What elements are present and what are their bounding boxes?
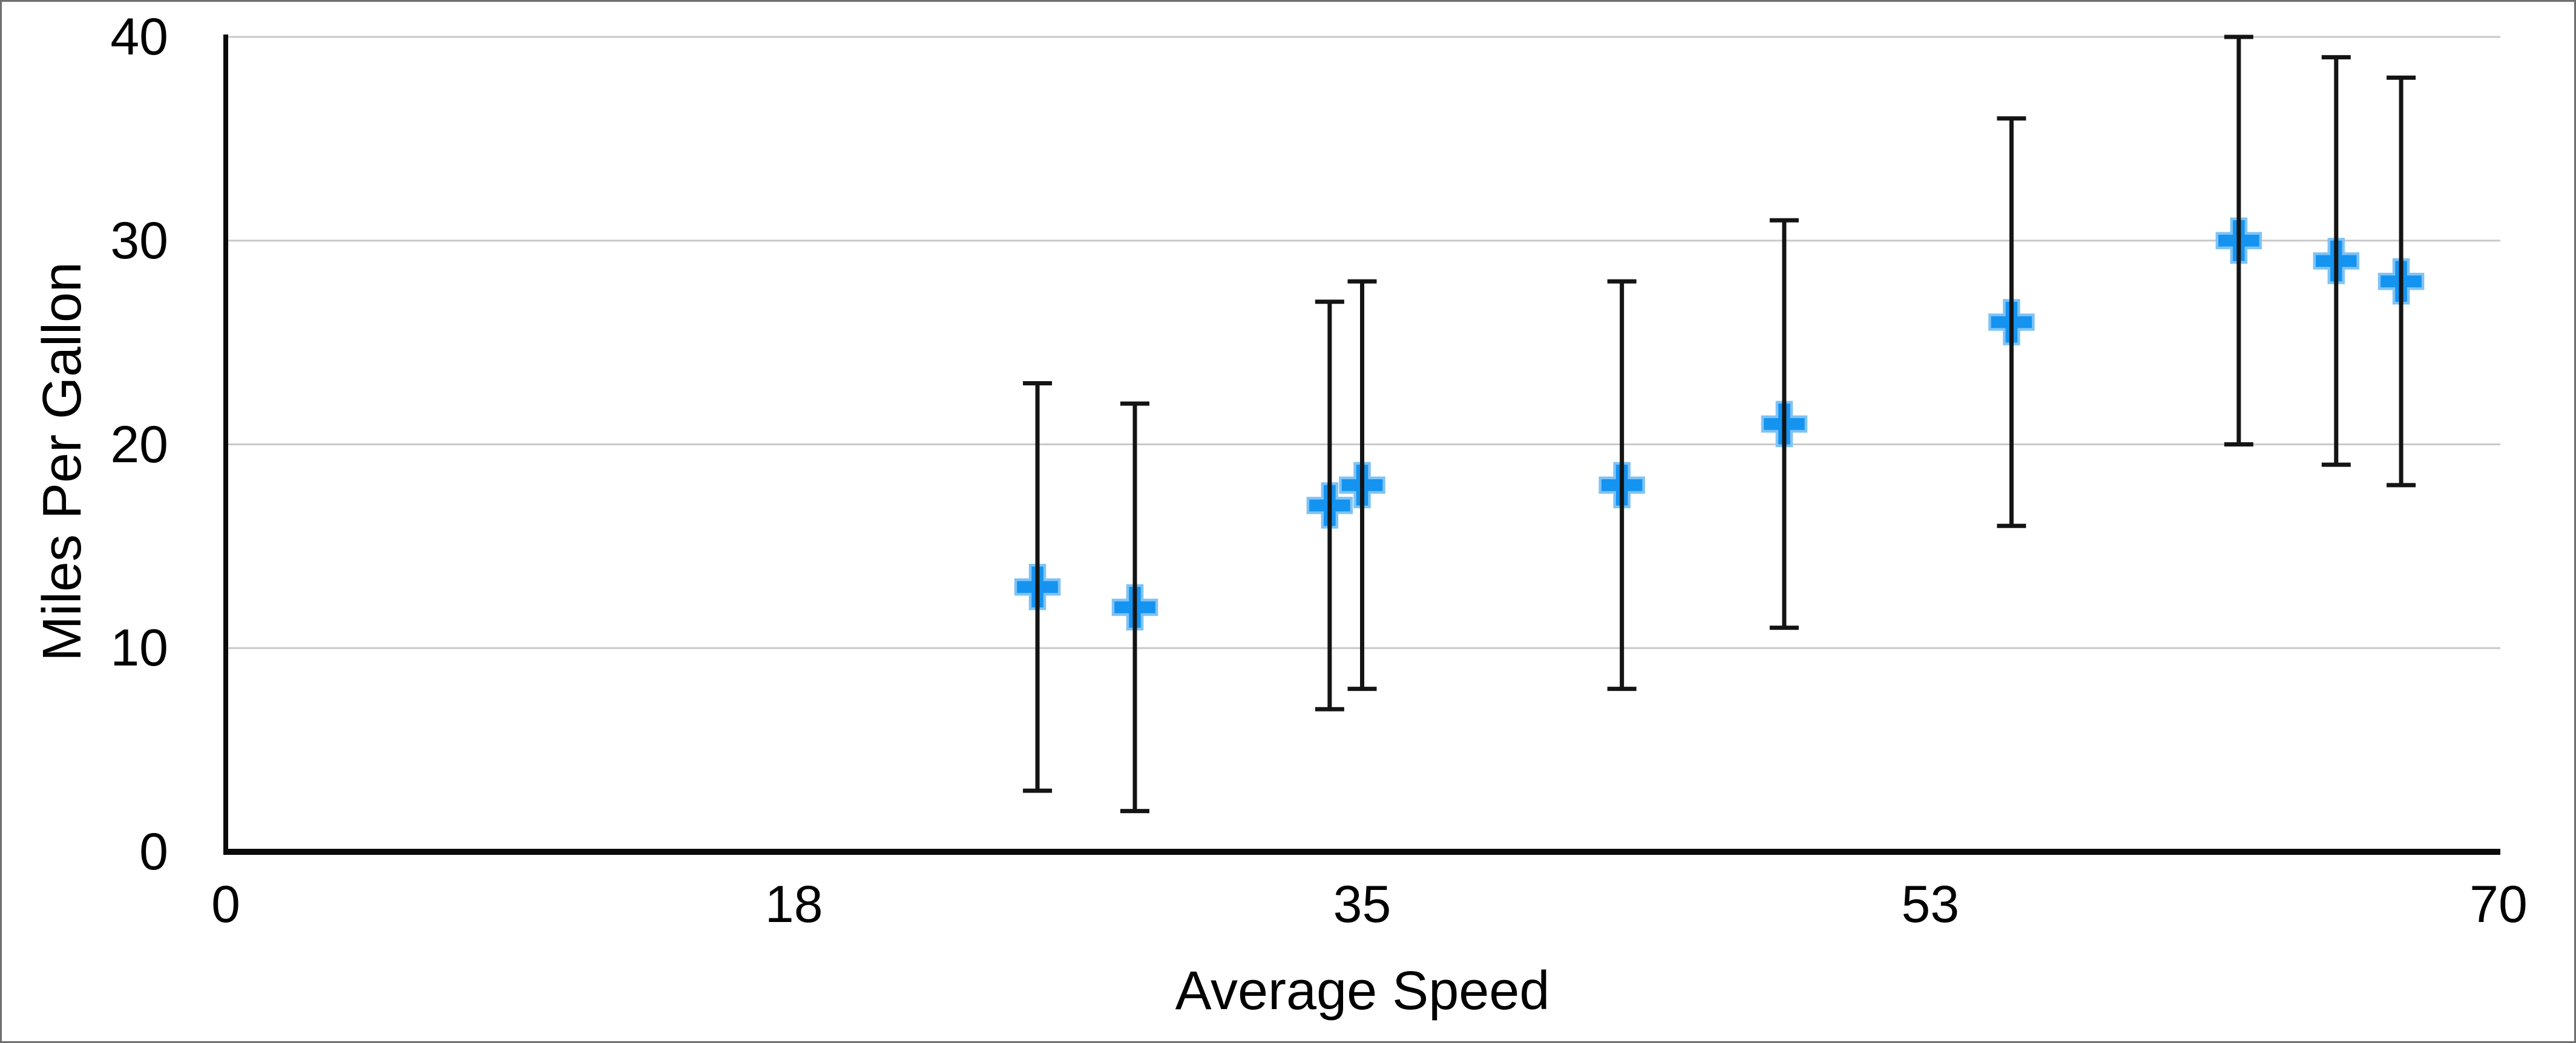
x-axis-title: Average Speed: [1175, 961, 1550, 1021]
y-tick-label-30: 30: [110, 211, 168, 270]
x-tick-label-70: 70: [2469, 875, 2528, 933]
y-tick-label-10: 10: [110, 619, 168, 678]
y-tick-label-0: 0: [139, 823, 168, 881]
x-tick-label-18: 18: [764, 875, 823, 933]
x-tick-label-53: 53: [1901, 875, 1960, 933]
x-tick-label-35: 35: [1333, 875, 1392, 933]
x-tick-label-0: 0: [211, 875, 240, 933]
y-tick-label-40: 40: [110, 8, 168, 66]
y-tick-label-20: 20: [110, 415, 168, 474]
